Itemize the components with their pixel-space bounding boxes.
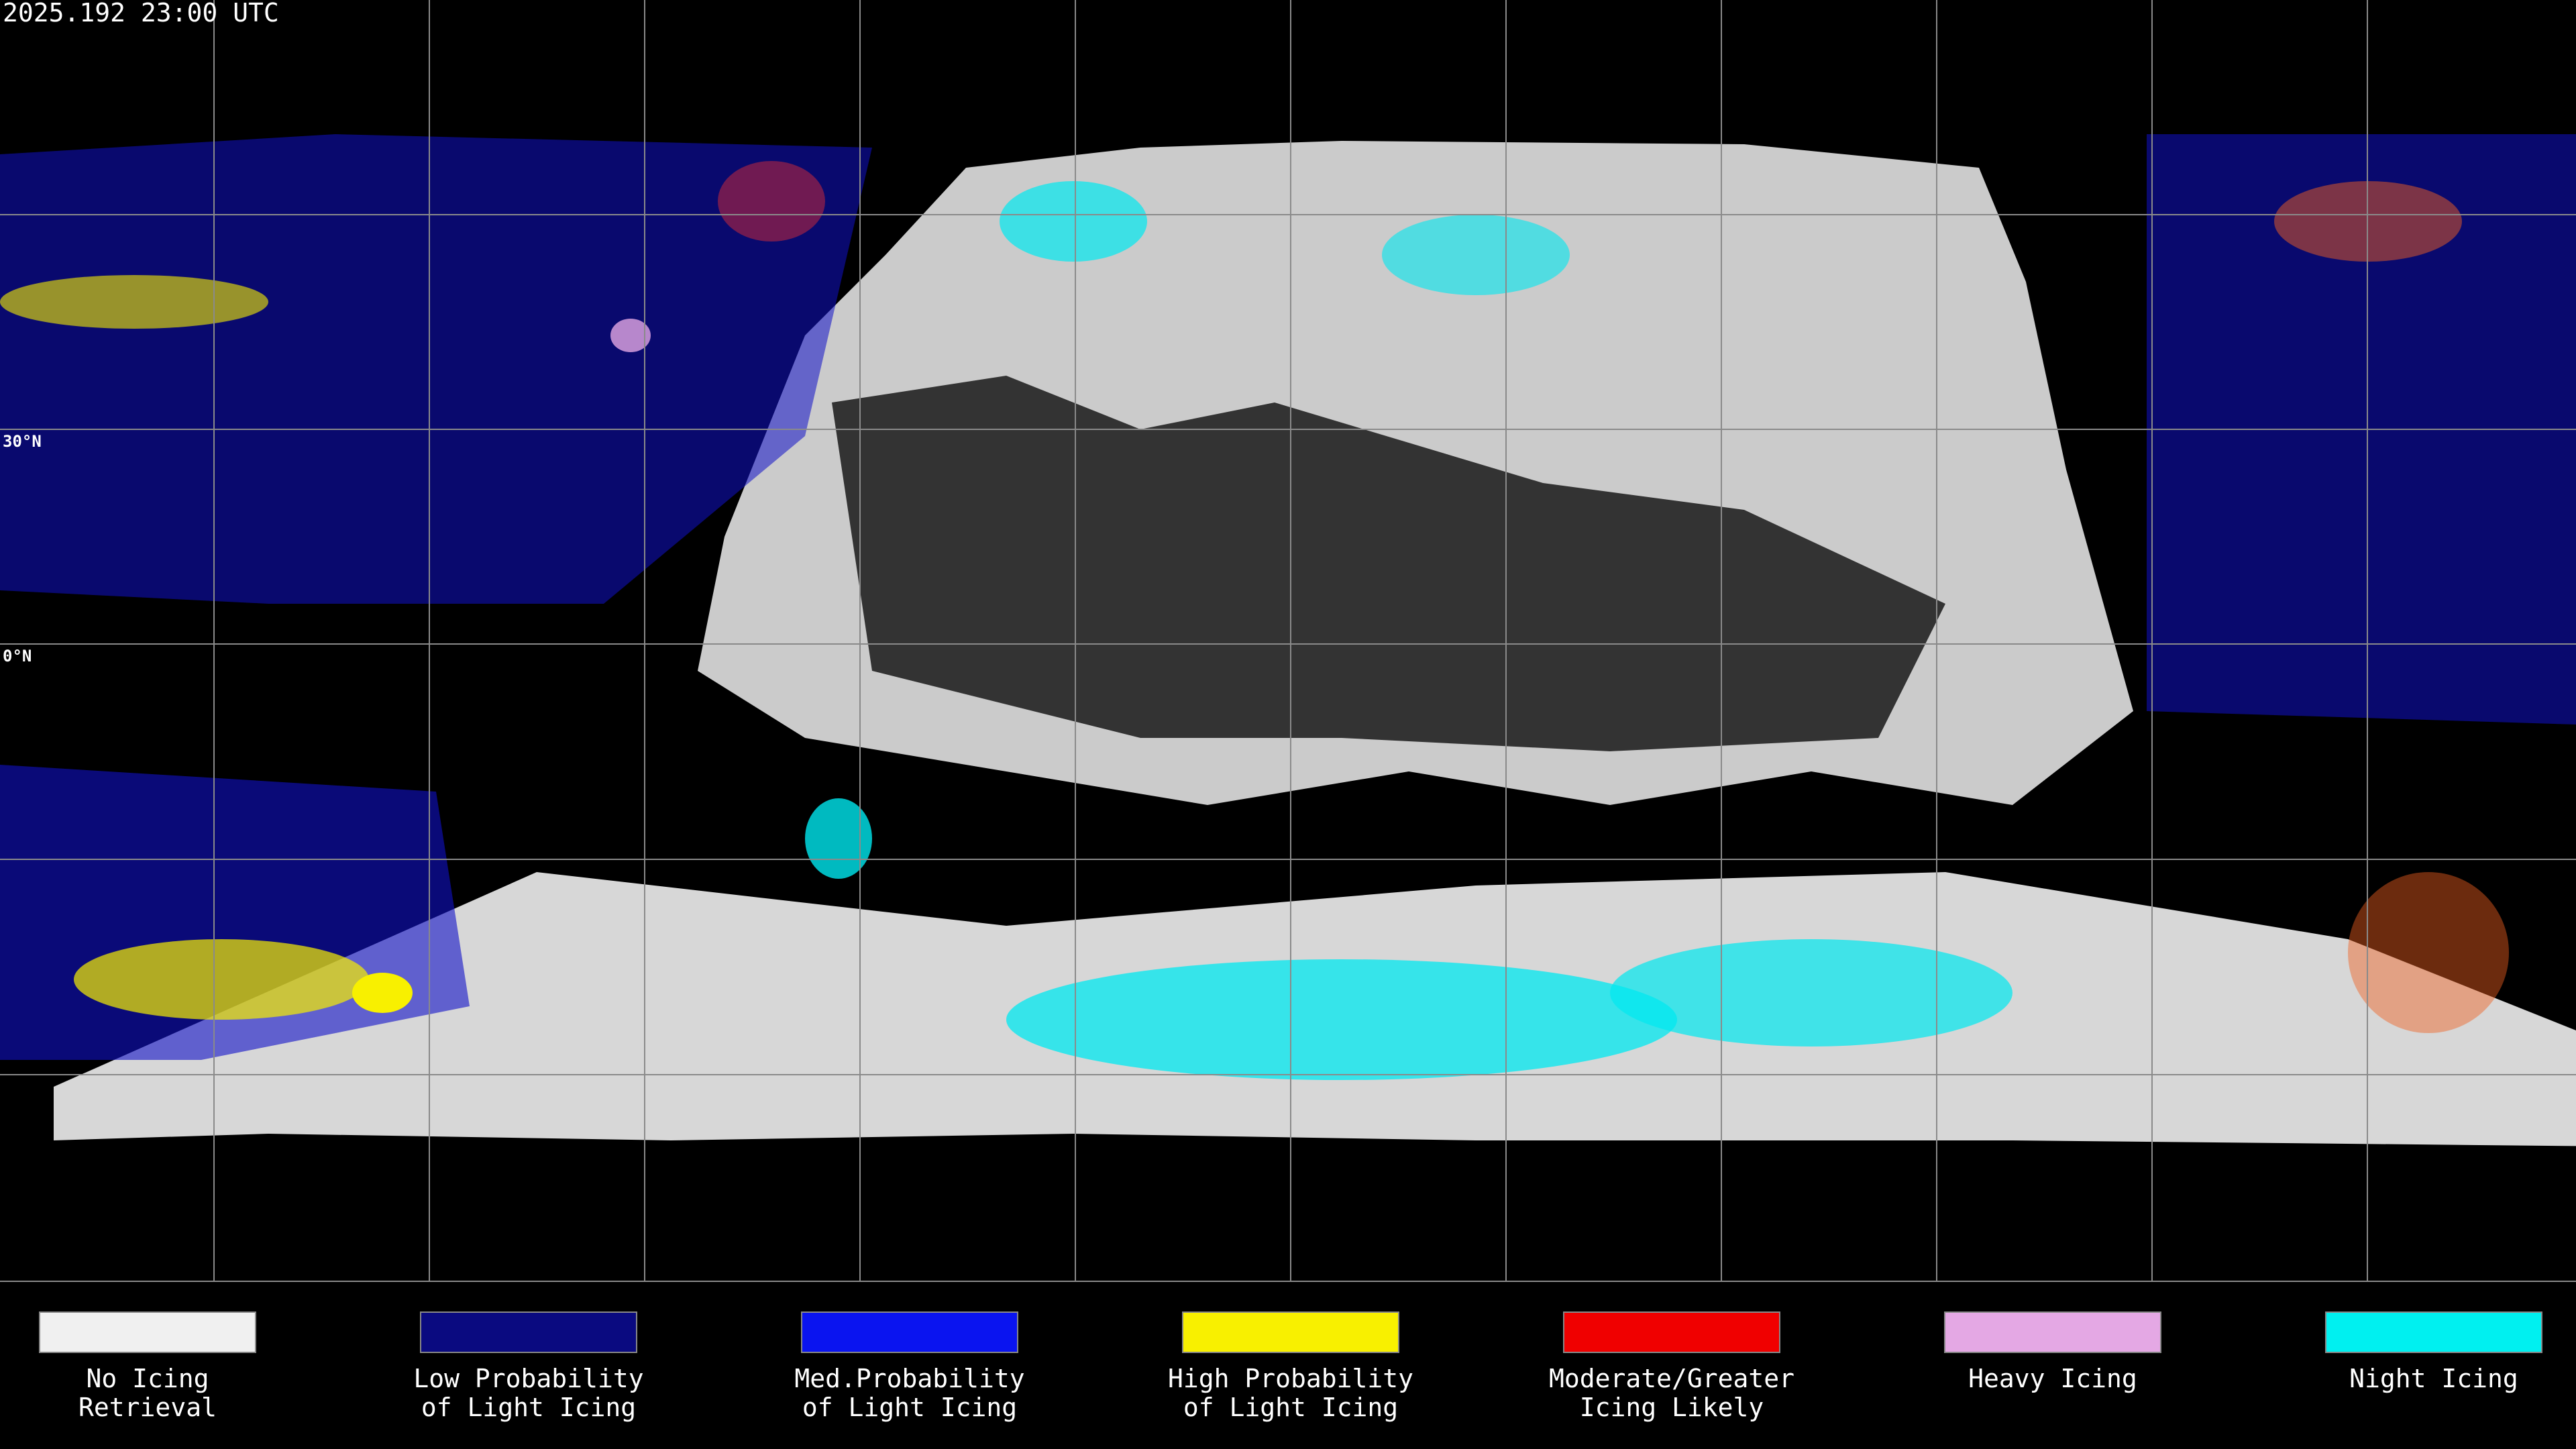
legend-label: Night Icing (2349, 1364, 2518, 1393)
legend-label: Low Probability (413, 1364, 643, 1393)
night-icing-patch (1382, 215, 1570, 295)
med-probability-area (0, 134, 872, 604)
legend-label: High Probability (1168, 1364, 1413, 1393)
legend-swatch (801, 1311, 1018, 1353)
timestamp: 2025.192 23:00 UTC (3, 0, 279, 28)
legend-swatch (1182, 1311, 1399, 1353)
night-icing-band (1610, 939, 2012, 1046)
clear-area (832, 376, 1945, 751)
legend-label: of Light Icing (421, 1393, 636, 1422)
legend-label: Retrieval (78, 1393, 217, 1422)
legend-label: Moderate/Greater (1549, 1364, 1794, 1393)
legend-label: No Icing (86, 1364, 209, 1393)
legend-swatch (420, 1311, 637, 1353)
legend-label: of Light Icing (802, 1393, 1017, 1422)
legend-swatch (1944, 1311, 2161, 1353)
legend-swatch (39, 1311, 256, 1353)
legend-label: Heavy Icing (1968, 1364, 2137, 1393)
graticule (0, 0, 2576, 1282)
latitude-label: 0°N (3, 647, 32, 665)
night-icing-band (1006, 959, 1677, 1080)
satellite-imagery (0, 134, 2576, 1146)
moderate-icing-patch (718, 161, 825, 241)
legend-label: Icing Likely (1580, 1393, 1764, 1422)
night-icing-patch (1000, 181, 1147, 262)
legend-panel (0, 1283, 2576, 1449)
high-probability-patch (0, 275, 268, 329)
high-probability-patch (74, 939, 369, 1020)
latitude-label: 30°N (3, 432, 42, 451)
legend-swatch (2325, 1311, 2542, 1353)
legend-label: of Light Icing (1183, 1393, 1398, 1422)
heavy-icing-patch (610, 319, 651, 352)
high-probability-patch (352, 973, 413, 1013)
night-icing-patch (805, 798, 872, 879)
legend-label: Med.Probability (794, 1364, 1024, 1393)
moderate-icing-patch (2348, 872, 2509, 1033)
legend-swatch (1563, 1311, 1780, 1353)
